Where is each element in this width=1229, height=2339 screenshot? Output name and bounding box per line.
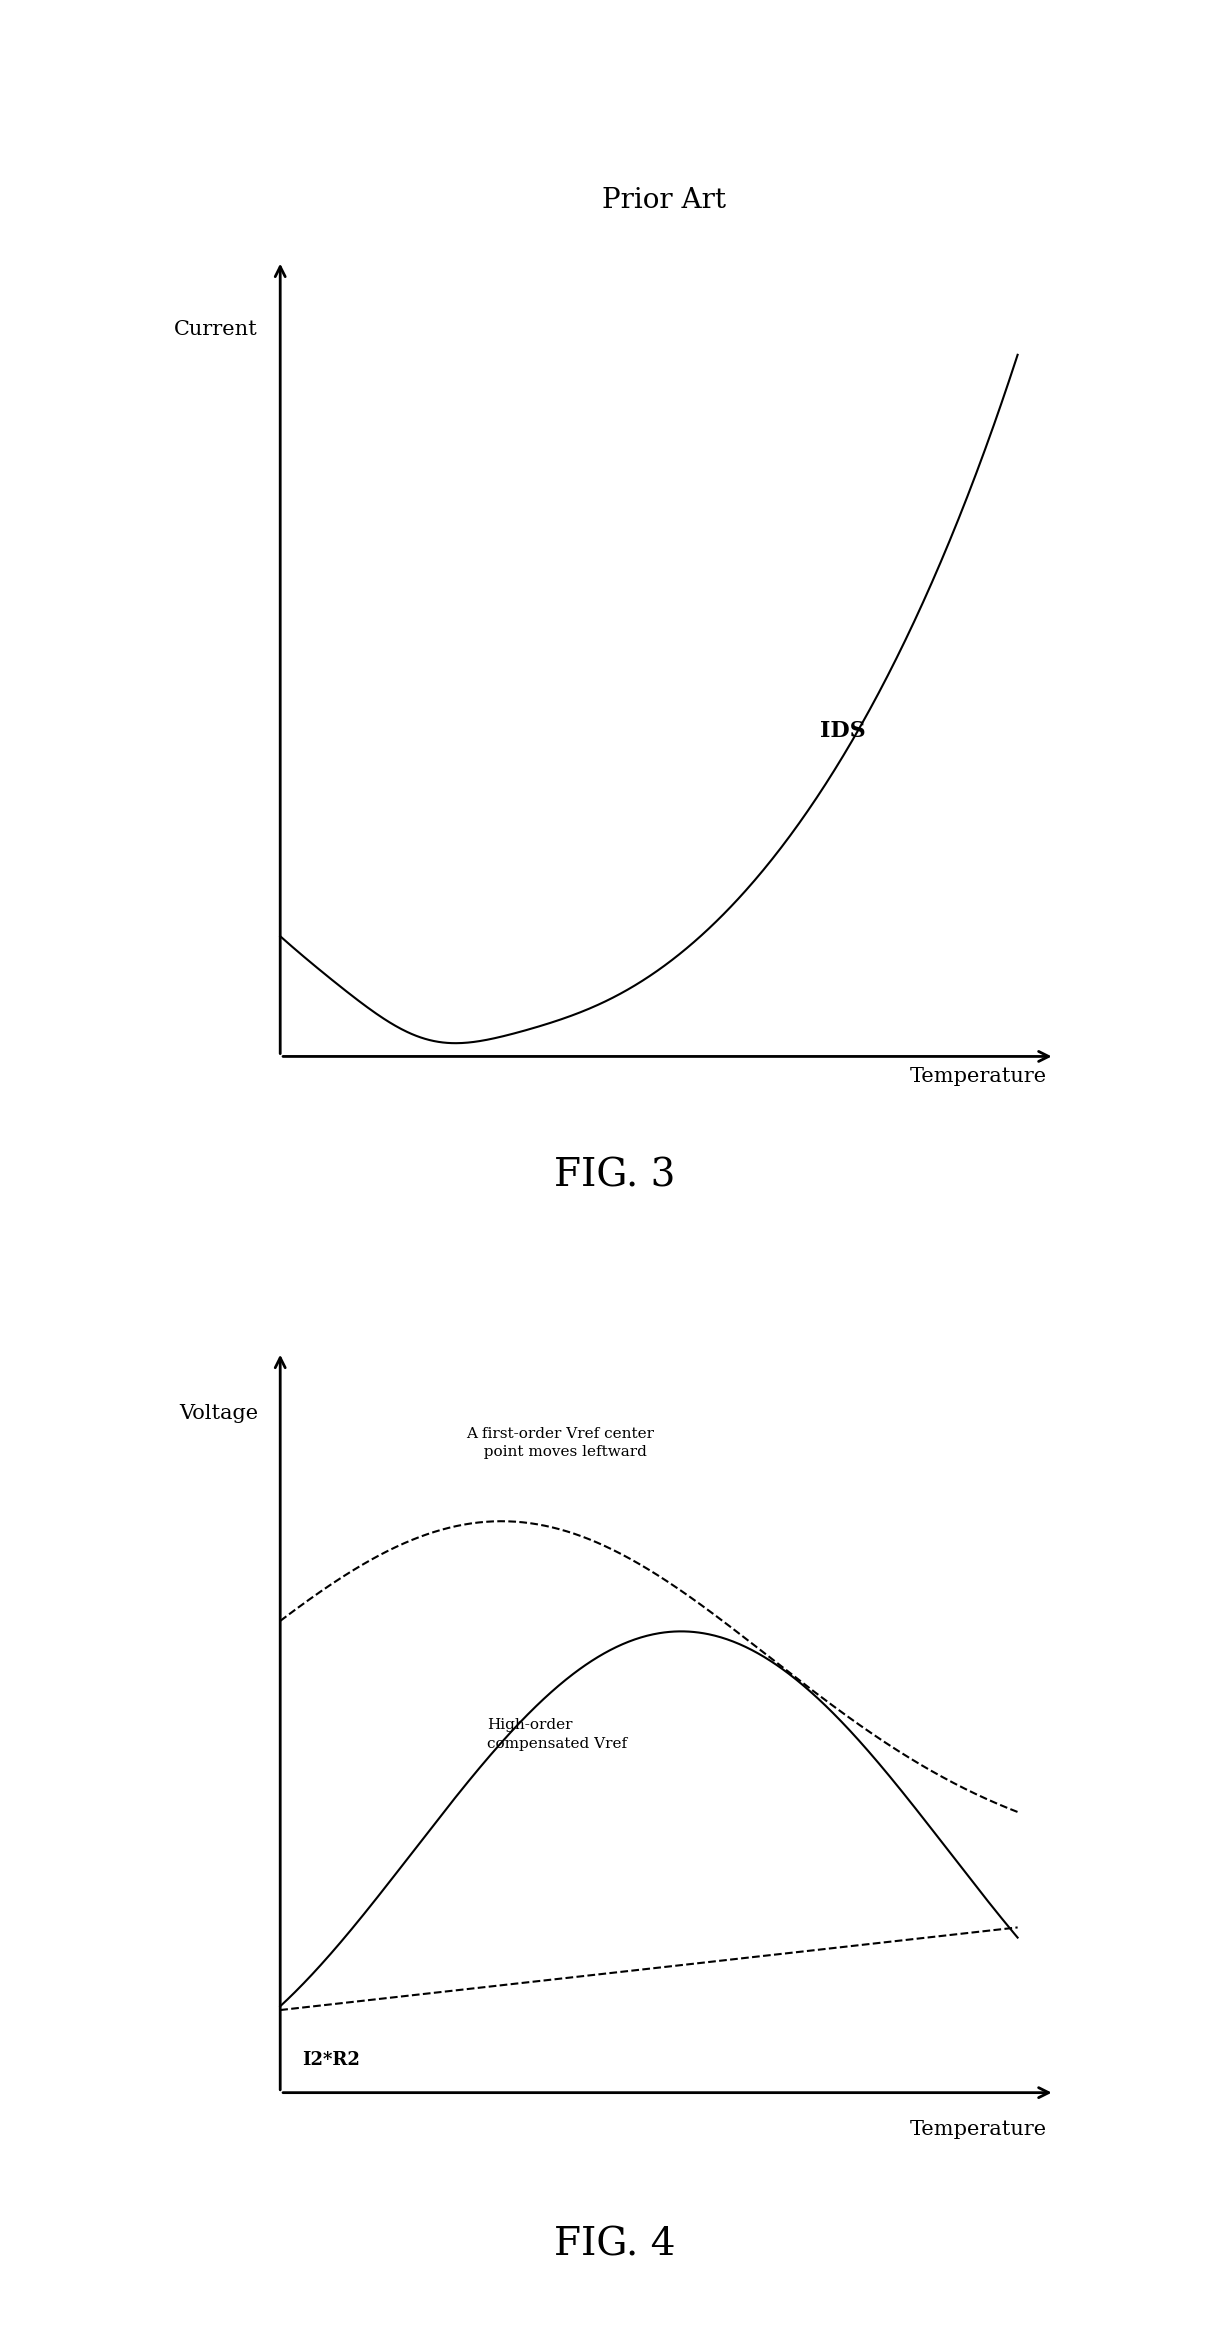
Text: High-order
compensated Vref: High-order compensated Vref xyxy=(487,1719,627,1752)
Text: Temperature: Temperature xyxy=(909,1067,1047,1085)
Text: FIG. 4: FIG. 4 xyxy=(554,2227,675,2264)
Text: Prior Art: Prior Art xyxy=(602,187,725,215)
Text: Temperature: Temperature xyxy=(909,2119,1047,2140)
Text: Voltage: Voltage xyxy=(179,1403,258,1422)
Text: I2*R2: I2*R2 xyxy=(302,2051,360,2070)
Text: IDS: IDS xyxy=(820,720,865,741)
Text: FIG. 3: FIG. 3 xyxy=(554,1158,675,1195)
Text: Current: Current xyxy=(175,320,258,339)
Text: A first-order Vref center
  point moves leftward: A first-order Vref center point moves le… xyxy=(467,1427,654,1460)
